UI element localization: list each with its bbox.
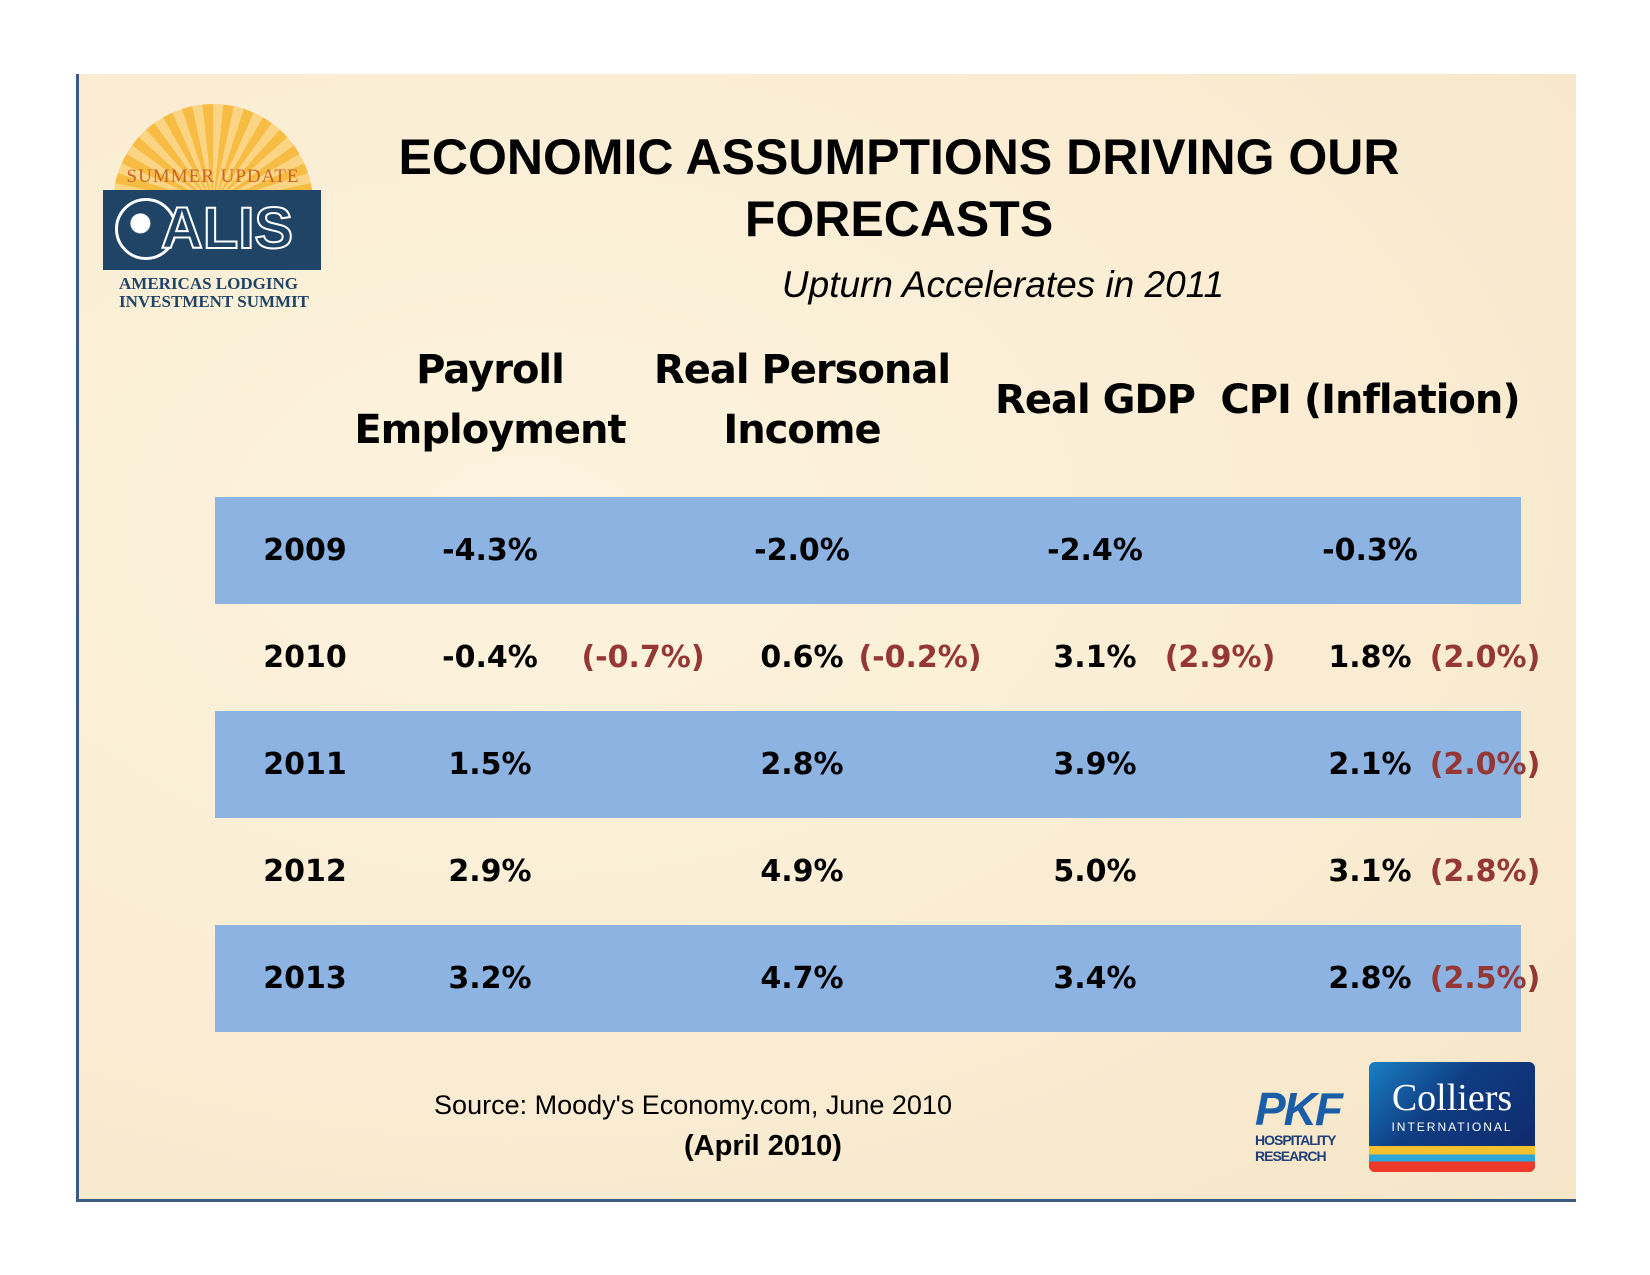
- header-line: Employment: [354, 407, 626, 453]
- payroll-cell: 1.5%: [448, 747, 532, 782]
- gdp-cell: 3.4%: [1053, 961, 1137, 996]
- colliers-name: Colliers: [1391, 1077, 1513, 1119]
- sun-icon: [113, 104, 313, 204]
- year-cell: 2010: [263, 640, 347, 675]
- cpi-cell: 2.1%: [1328, 747, 1412, 782]
- column-header-cpi: CPI (Inflation): [1220, 370, 1520, 430]
- payroll-prior-cell: (-0.7%): [581, 640, 705, 675]
- title-line2: FORECASTS: [744, 191, 1054, 247]
- column-header-gdp: Real GDP: [995, 370, 1196, 430]
- table-row: 2011 1.5% 2.8% 3.9% 2.1% (2.0%): [215, 711, 1540, 818]
- year-cell: 2012: [263, 854, 347, 889]
- cpi-cell: -0.3%: [1322, 533, 1418, 568]
- table-row: 2013 3.2% 4.7% 3.4% 2.8% (2.5%): [215, 925, 1540, 1032]
- cpi-prior-cell: (2.0%): [1429, 640, 1541, 675]
- pkf-line1: HOSPITALITY: [1255, 1132, 1337, 1148]
- colliers-sub: INTERNATIONAL: [1391, 1120, 1513, 1134]
- subtitle: Upturn Accelerates in 2011: [781, 264, 1225, 305]
- cpi-prior-cell: (2.8%): [1429, 854, 1541, 889]
- income-prior-cell: (-0.2%): [858, 640, 982, 675]
- payroll-cell: -0.4%: [442, 640, 538, 675]
- page-title: ECONOMIC ASSUMPTIONS DRIVING OUR FORECAS…: [324, 126, 1474, 250]
- income-cell: -2.0%: [754, 533, 850, 568]
- income-cell: 4.7%: [760, 961, 844, 996]
- logo-box: ALIS: [103, 190, 321, 270]
- cpi-cell: 1.8%: [1328, 640, 1412, 675]
- prior-forecast-note: (April 2010): [684, 1130, 842, 1162]
- header-line: Real GDP: [995, 377, 1196, 423]
- pkf-name: PKF: [1255, 1083, 1343, 1135]
- year-cell: 2009: [263, 533, 347, 568]
- logo-name: ALIS: [160, 195, 294, 262]
- table-row: 2012 2.9% 4.9% 5.0% 3.1% (2.8%): [215, 818, 1540, 925]
- title-line1: ECONOMIC ASSUMPTIONS DRIVING OUR: [398, 129, 1400, 185]
- source-note: Source: Moody's Economy.com, June 2010: [434, 1090, 952, 1120]
- header-line: CPI (Inflation): [1220, 377, 1520, 423]
- header-line: Real Personal: [653, 347, 951, 393]
- gdp-cell: 3.1%: [1053, 640, 1137, 675]
- gdp-cell: -2.4%: [1047, 533, 1143, 568]
- cpi-prior-cell: (2.5%): [1429, 961, 1541, 996]
- table-row: 2010 -0.4% (-0.7%) 0.6% (-0.2%) 3.1% (2.9%) 1.8…: [215, 604, 1540, 711]
- pkf-logo: PKF HOSPITALITY RESEARCH: [1255, 1086, 1355, 1164]
- year-cell: 2013: [263, 961, 347, 996]
- column-header-income: Real Personal Income: [653, 340, 951, 460]
- income-cell: 2.8%: [760, 747, 844, 782]
- cpi-cell: 3.1%: [1328, 854, 1412, 889]
- income-cell: 4.9%: [760, 854, 844, 889]
- logo-line1: AMERICAS LODGING: [119, 274, 298, 293]
- year-cell: 2011: [263, 747, 347, 782]
- logo-tagline: SUMMER UPDATE: [126, 166, 300, 187]
- payroll-cell: -4.3%: [442, 533, 538, 568]
- pkf-line2: RESEARCH: [1255, 1148, 1327, 1164]
- header-line: Income: [723, 407, 881, 453]
- header-line: Payroll: [416, 347, 565, 393]
- column-header-payroll: Payroll Employment: [354, 340, 626, 460]
- payroll-cell: 2.9%: [448, 854, 532, 889]
- globe-icon: [115, 198, 177, 260]
- gdp-cell: 3.9%: [1053, 747, 1137, 782]
- income-cell: 0.6%: [760, 640, 844, 675]
- cpi-cell: 2.8%: [1328, 961, 1412, 996]
- cpi-prior-cell: (2.0%): [1429, 747, 1541, 782]
- payroll-cell: 3.2%: [448, 961, 532, 996]
- colliers-logo: Colliers INTERNATIONAL: [1369, 1062, 1535, 1172]
- logo-line2: INVESTMENT SUMMIT: [119, 292, 310, 311]
- table-row: 2009 -4.3% -2.0% -2.4% -0.3%: [215, 497, 1521, 604]
- gdp-prior-cell: (2.9%): [1164, 640, 1276, 675]
- alis-logo: SUMMER UPDATE ALIS AMERICAS LODGING INVE…: [103, 104, 323, 311]
- colliers-stripes: [1369, 1146, 1535, 1172]
- slide: SUMMER UPDATE ALIS AMERICAS LODGING INVE…: [76, 74, 1576, 1202]
- gdp-cell: 5.0%: [1053, 854, 1137, 889]
